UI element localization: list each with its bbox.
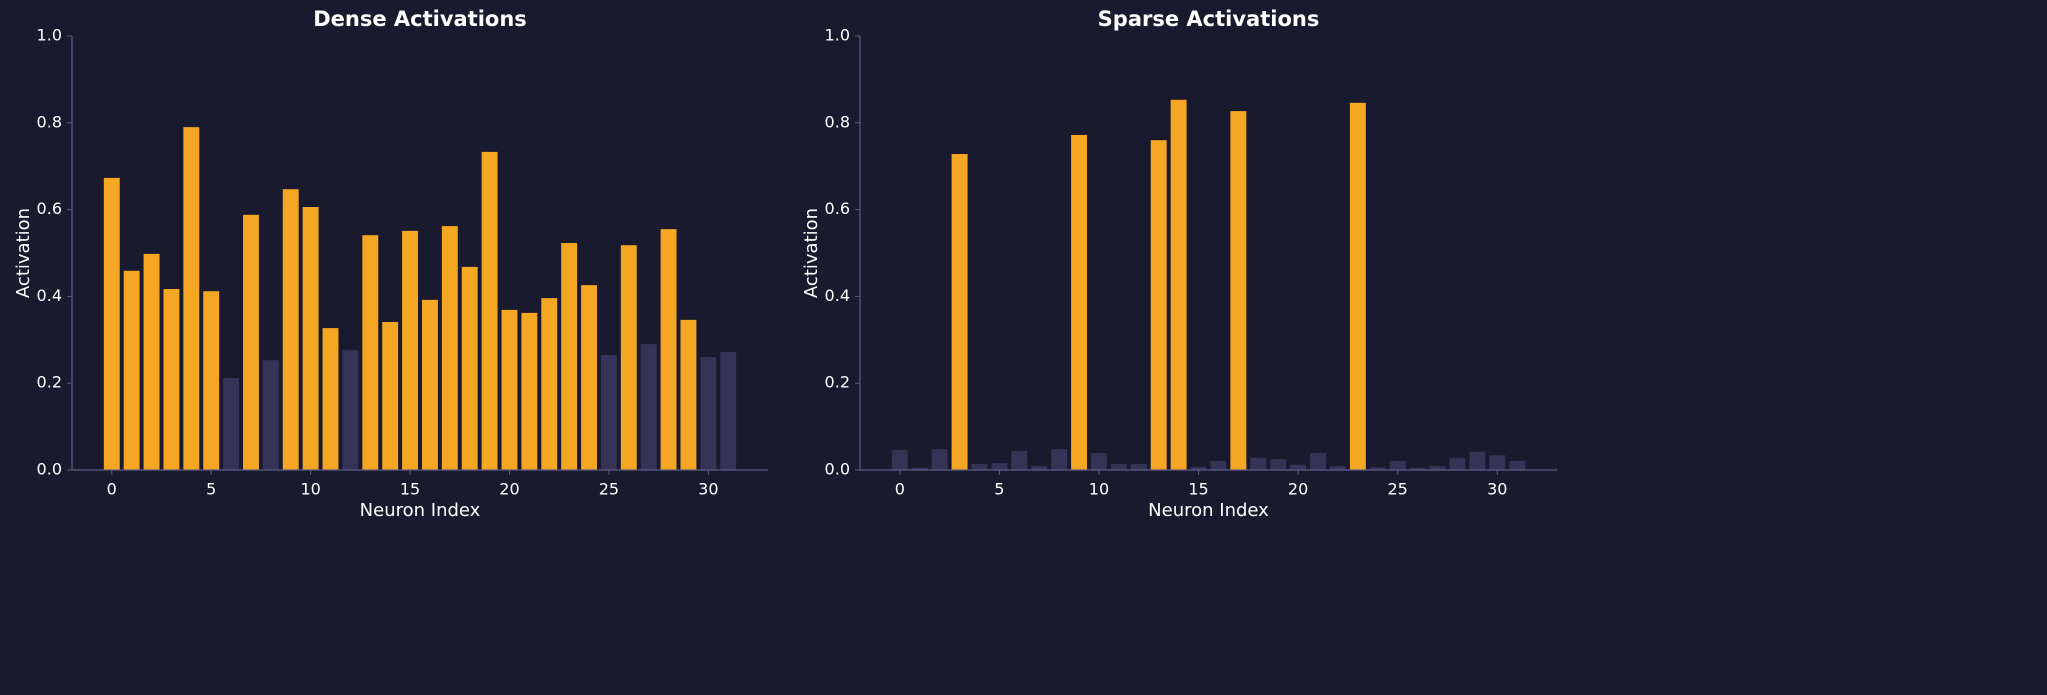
bar [991, 463, 1008, 470]
bar [1071, 134, 1088, 470]
y-tick-label: 0.2 [37, 373, 62, 392]
bar [402, 230, 419, 470]
bar [1349, 102, 1366, 470]
bar [322, 328, 339, 470]
bar [1190, 466, 1207, 470]
bar [421, 299, 438, 470]
bar [282, 189, 299, 470]
chart-title: Dense Activations [313, 7, 527, 31]
x-tick-label: 30 [1487, 480, 1507, 499]
bar [382, 322, 399, 470]
bar [342, 350, 359, 470]
bar [362, 235, 379, 470]
bar [1449, 457, 1466, 470]
bar [521, 312, 538, 470]
bar [501, 309, 518, 470]
bar [1170, 99, 1187, 470]
y-tick-label: 0.8 [825, 112, 850, 131]
x-axis-label: Neuron Index [1148, 500, 1269, 521]
bar [461, 266, 478, 470]
bar [660, 229, 677, 470]
bar [1270, 459, 1287, 470]
bar [720, 351, 737, 470]
bar [680, 319, 697, 470]
bar [1290, 464, 1307, 470]
x-tick-label: 30 [698, 480, 718, 499]
bar [891, 450, 908, 470]
y-tick-label: 1.0 [825, 26, 850, 45]
chart-title: Sparse Activations [1098, 7, 1320, 31]
y-tick-label: 1.0 [37, 26, 62, 45]
y-tick-label: 0.6 [825, 199, 850, 218]
bar [640, 344, 657, 470]
bar [951, 154, 968, 470]
bar [163, 289, 180, 470]
y-tick-label: 0.0 [37, 460, 62, 479]
bar [561, 243, 578, 470]
y-axis-label: Activation [801, 208, 822, 298]
y-axis-label: Activation [13, 208, 34, 298]
bar [262, 360, 279, 470]
y-tick-label: 0.0 [825, 460, 850, 479]
bar [223, 377, 240, 470]
bar [931, 449, 948, 470]
bar [541, 298, 558, 470]
bar [581, 285, 597, 470]
x-tick-label: 5 [206, 480, 216, 499]
bar [1150, 140, 1167, 470]
bar [1429, 466, 1446, 470]
x-tick-label: 25 [1388, 480, 1408, 499]
bar [1051, 449, 1068, 470]
x-tick-label: 0 [895, 480, 905, 499]
bar [1011, 450, 1028, 470]
bar [243, 214, 259, 470]
bar [302, 206, 319, 470]
bar [203, 291, 220, 470]
bar [123, 270, 140, 470]
x-tick-label: 15 [1188, 480, 1208, 499]
x-axis-label: Neuron Index [360, 500, 481, 521]
x-tick-label: 15 [400, 480, 420, 499]
bar [1230, 111, 1247, 470]
bar [1409, 467, 1426, 470]
bar [183, 127, 200, 470]
y-tick-label: 0.4 [825, 286, 850, 305]
x-tick-label: 20 [499, 480, 519, 499]
bar [700, 357, 717, 470]
bar [1031, 466, 1048, 470]
bar [1329, 466, 1346, 470]
bar [1091, 453, 1107, 470]
bar [971, 463, 988, 470]
x-tick-label: 5 [994, 480, 1004, 499]
bar [1369, 467, 1386, 470]
bar [1110, 463, 1127, 470]
x-tick-label: 25 [599, 480, 619, 499]
bar [1489, 455, 1506, 470]
bar [1389, 460, 1406, 470]
bar [103, 177, 120, 470]
bar [1130, 463, 1147, 470]
bar [1469, 451, 1486, 470]
x-tick-label: 0 [107, 480, 117, 499]
bar [481, 151, 498, 471]
x-tick-label: 10 [300, 480, 320, 499]
bar [620, 245, 637, 470]
bar [600, 354, 617, 470]
bar [441, 226, 458, 470]
bar [1509, 460, 1526, 470]
bar [1210, 460, 1227, 470]
x-tick-label: 10 [1089, 480, 1109, 499]
y-tick-label: 0.6 [37, 199, 62, 218]
y-tick-label: 0.4 [37, 286, 62, 305]
bar [1310, 453, 1326, 470]
bar [143, 253, 160, 470]
y-tick-label: 0.2 [825, 373, 850, 392]
bar [1250, 457, 1267, 470]
bar [911, 467, 928, 470]
y-tick-label: 0.8 [37, 112, 62, 131]
x-tick-label: 20 [1288, 480, 1308, 499]
